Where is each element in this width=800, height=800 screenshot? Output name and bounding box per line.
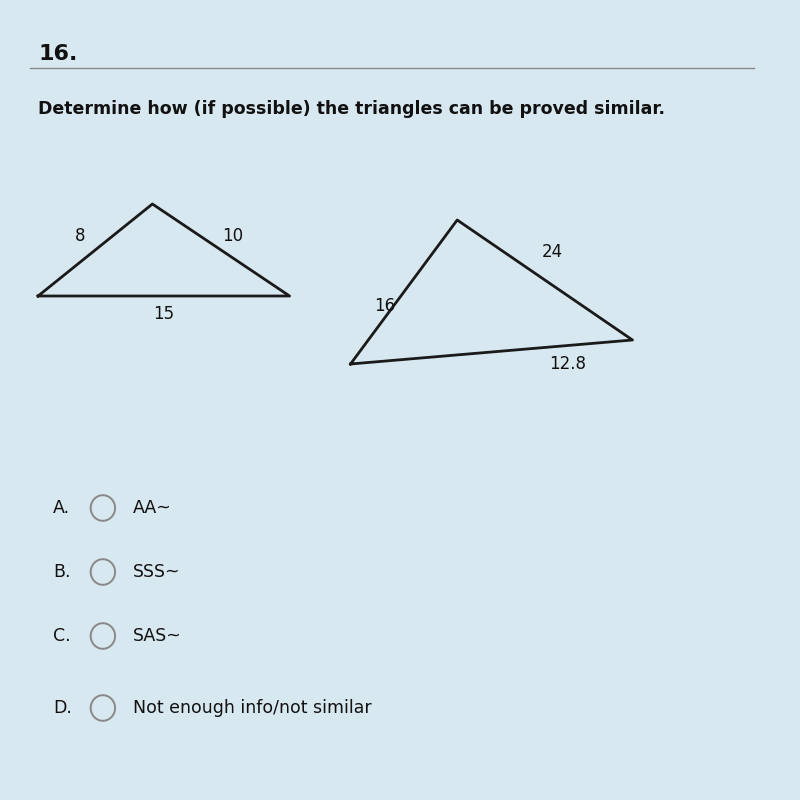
Text: 16: 16 <box>374 297 395 314</box>
Text: 12.8: 12.8 <box>549 355 586 373</box>
Text: D.: D. <box>54 699 72 717</box>
Text: 16.: 16. <box>38 44 78 64</box>
Text: 8: 8 <box>74 227 86 245</box>
Text: 24: 24 <box>542 243 563 261</box>
Text: SSS~: SSS~ <box>134 563 181 581</box>
Text: AA~: AA~ <box>134 499 172 517</box>
Text: B.: B. <box>54 563 71 581</box>
Text: 15: 15 <box>154 305 174 322</box>
Text: SAS~: SAS~ <box>134 627 182 645</box>
Text: Not enough info/not similar: Not enough info/not similar <box>134 699 372 717</box>
Text: A.: A. <box>54 499 70 517</box>
Text: 10: 10 <box>222 227 243 245</box>
Text: C.: C. <box>54 627 71 645</box>
Text: Determine how (if possible) the triangles can be proved similar.: Determine how (if possible) the triangle… <box>38 100 665 118</box>
